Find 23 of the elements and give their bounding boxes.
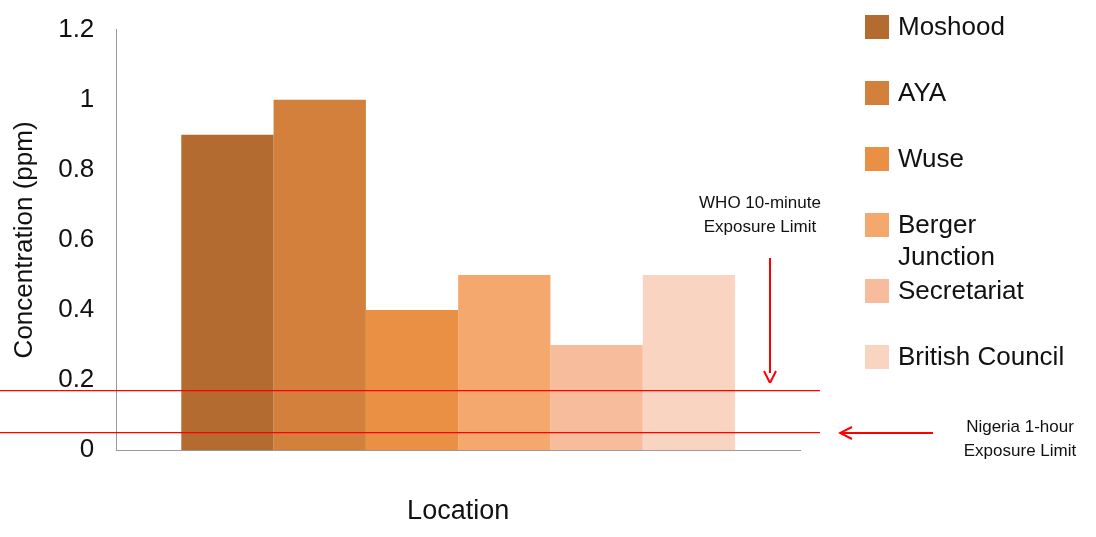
legend-label: Berger Junction [898,208,996,272]
bar [550,345,643,451]
legend-label: AYA [898,76,948,108]
text: Nigeria 1-hour Exposure Limit [962,415,1078,462]
y-tick-label: 1 [79,82,95,113]
legend-label: British Council [898,340,1066,372]
y-tick-label: 0.2 [58,363,95,394]
bar [181,134,274,451]
bar [458,274,551,451]
y-axis-title: Concentration (ppm) [7,121,38,359]
legend-label: Moshood [898,10,1006,42]
bar [365,310,459,451]
x-axis-title: Location [407,495,510,526]
y-tick-label: 0.8 [58,152,95,183]
y-tick-label: 0 [79,433,95,464]
y-tick-label: 0.6 [58,223,95,254]
annotation: WHO 10-minute Exposure Limit [698,191,822,238]
bar [642,274,736,451]
legend-label: Wuse [898,142,965,174]
legend-label: Secretariat [898,274,1025,306]
y-tick-label: 1.2 [58,12,95,43]
y-tick-label: 0.4 [58,293,95,324]
bar [273,99,366,451]
